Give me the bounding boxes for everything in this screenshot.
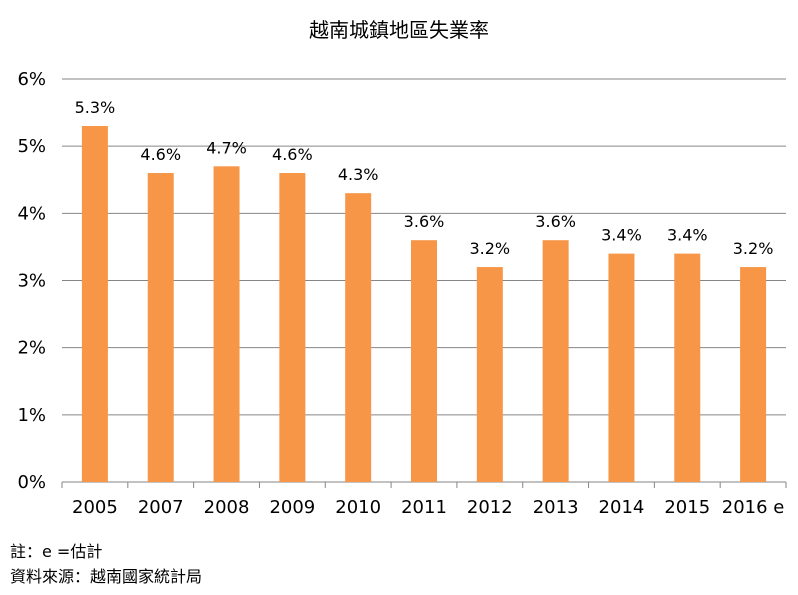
x-tick-label: 2015 <box>664 497 710 518</box>
y-axis-ticks: 0% 1% 2% 3% 4% 5% 6% <box>17 69 46 493</box>
x-tick-label: 2012 <box>467 497 513 518</box>
data-label: 3.6% <box>404 212 445 231</box>
chart-title: 越南城鎮地區失業率 <box>309 18 489 42</box>
bar <box>608 253 635 482</box>
data-label: 5.3% <box>75 98 116 117</box>
data-label: 3.2% <box>733 239 774 258</box>
y-tick-label: 3% <box>17 271 46 292</box>
data-label: 4.6% <box>140 145 181 164</box>
data-label: 3.4% <box>601 226 642 245</box>
data-label: 3.6% <box>535 212 576 231</box>
data-label: 4.6% <box>272 145 313 164</box>
x-axis-ticks: 2005 2007 2008 2009 2010 2011 2012 2013 2014 2015… <box>72 497 784 518</box>
bar <box>674 253 701 482</box>
x-tick-label: 2010 <box>335 497 381 518</box>
bar <box>147 173 174 483</box>
y-tick-label: 0% <box>17 472 46 493</box>
bar <box>213 166 240 483</box>
y-tick-label: 5% <box>17 136 46 157</box>
bar <box>345 193 372 482</box>
footnote-estimate: 註：e =估計 <box>10 542 103 561</box>
x-tick-label: 2008 <box>204 497 250 518</box>
x-tick-label: 2005 <box>72 497 118 518</box>
source-note: 資料來源：越南國家統計局 <box>10 567 203 586</box>
bar <box>740 267 767 482</box>
y-tick-label: 2% <box>17 338 46 359</box>
x-tick-label: 2011 <box>401 497 447 518</box>
bar <box>542 240 569 482</box>
bars <box>81 126 767 483</box>
x-tick-label: 2013 <box>533 497 579 518</box>
x-tick-label: 2009 <box>269 497 315 518</box>
x-tick-label: 2007 <box>138 497 184 518</box>
y-tick-label: 4% <box>17 203 46 224</box>
data-label: 3.2% <box>469 239 510 258</box>
bar <box>476 267 503 482</box>
y-tick-label: 1% <box>17 405 46 426</box>
y-tick-label: 6% <box>17 69 46 90</box>
x-tick-label: 2014 <box>599 497 645 518</box>
bar <box>411 240 437 482</box>
x-tick-label: 2016 e <box>722 497 785 518</box>
bar <box>81 126 108 483</box>
data-label: 4.7% <box>206 138 247 157</box>
bar <box>279 173 306 483</box>
data-label: 3.4% <box>667 226 708 245</box>
data-labels: 5.3% 4.6% 4.7% 4.6% 4.3% 3.6% 3.2% 3.6% 3.4% 3.4%… <box>75 98 774 258</box>
data-label: 4.3% <box>338 165 379 184</box>
